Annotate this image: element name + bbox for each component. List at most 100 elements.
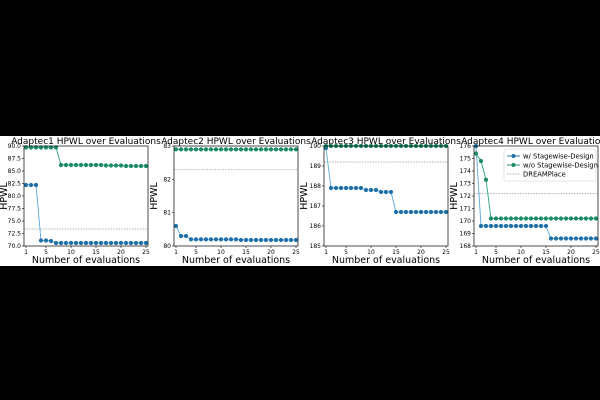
y-tick-label: 82	[163, 176, 171, 183]
x-axis-label: Number of evaluations	[182, 255, 290, 266]
x-tick-label: 25	[142, 249, 150, 256]
data-point-with	[248, 237, 254, 243]
x-tick-label: 10	[367, 249, 375, 256]
data-point-without	[193, 147, 199, 152]
data-point-with	[398, 209, 404, 215]
data-point-without	[533, 216, 539, 221]
data-point-without	[508, 216, 514, 221]
data-point-without	[473, 151, 479, 156]
data-point-with	[433, 209, 439, 215]
data-point-with	[53, 240, 59, 246]
data-point-without	[273, 147, 279, 152]
data-point-without	[83, 162, 89, 168]
data-point-with	[178, 233, 184, 239]
y-tick-label: 82.5	[8, 181, 22, 188]
x-tick-label: 25	[292, 249, 300, 256]
data-point-with	[568, 236, 574, 241]
data-point-with	[58, 240, 64, 246]
legend-marker-without	[511, 163, 516, 167]
data-point-with	[353, 185, 359, 191]
x-tick-label: 1	[174, 249, 178, 256]
y-tick-label: 168	[460, 243, 472, 250]
x-tick-label: 20	[117, 249, 125, 256]
data-point-without	[488, 216, 494, 221]
data-point-without	[28, 145, 34, 150]
data-point-with	[423, 209, 429, 215]
data-point-without	[233, 147, 239, 152]
data-point-without	[528, 216, 534, 221]
data-point-without	[293, 147, 299, 152]
data-point-without	[38, 145, 44, 150]
x-tick-label: 25	[442, 249, 450, 256]
data-point-without	[218, 147, 224, 152]
data-point-without	[203, 147, 209, 152]
y-tick-label: 185	[310, 243, 322, 250]
data-point-with	[228, 237, 234, 242]
data-point-with	[333, 185, 339, 191]
data-point-with	[128, 240, 134, 246]
data-point-with	[348, 185, 354, 191]
data-point-without	[578, 216, 584, 221]
data-point-with	[358, 185, 364, 191]
data-point-without	[133, 163, 139, 169]
data-point-with	[138, 240, 144, 246]
data-point-with	[93, 240, 99, 246]
chart-title: Adaptec1 HPWL over Evaluations	[11, 137, 161, 147]
y-tick-label: 172	[460, 193, 472, 200]
data-point-with	[43, 238, 49, 243]
data-point-without	[288, 147, 294, 152]
data-point-with	[478, 223, 484, 229]
data-point-with	[48, 238, 54, 244]
data-point-without	[543, 216, 549, 221]
series-line-with	[325, 147, 446, 213]
data-point-without	[63, 162, 69, 168]
data-point-without	[68, 162, 74, 168]
data-point-with	[418, 209, 424, 215]
data-point-with	[378, 189, 384, 195]
data-point-with	[263, 237, 269, 243]
data-point-without	[513, 216, 519, 221]
x-tick-label: 10	[517, 249, 525, 256]
data-point-with	[78, 240, 84, 246]
data-point-with	[118, 240, 124, 246]
y-tick-label: 188	[310, 183, 322, 190]
data-point-with	[553, 236, 559, 241]
data-point-with	[203, 237, 209, 242]
data-point-without	[108, 163, 114, 168]
data-point-without	[268, 147, 274, 152]
data-point-without	[23, 145, 29, 150]
data-point-with	[338, 185, 344, 191]
data-point-with	[243, 237, 249, 243]
legend-label-without: w/o Stagewise-Design	[523, 161, 598, 169]
data-point-with	[273, 237, 279, 243]
data-point-without	[553, 216, 559, 221]
data-point-without	[478, 158, 484, 164]
data-point-with	[548, 236, 554, 241]
data-point-with	[503, 223, 509, 229]
data-point-without	[113, 163, 119, 168]
chart-title: Adaptec3 HPWL over Evaluations	[311, 137, 461, 147]
data-point-with	[328, 185, 334, 191]
y-tick-label: 72.5	[8, 231, 22, 238]
data-point-with	[213, 237, 219, 242]
chart-title: Adaptec4 HPWL over Evaluations	[461, 137, 600, 147]
data-point-without	[213, 147, 219, 152]
y-tick-label: 190	[310, 143, 322, 150]
data-point-with	[593, 236, 599, 241]
y-axis-label: HPWL	[449, 182, 460, 210]
data-point-without	[48, 145, 54, 150]
x-tick-label: 15	[542, 249, 550, 256]
chart-title: Adaptec2 HPWL over Evaluations	[161, 137, 311, 147]
data-point-with	[483, 223, 489, 229]
y-axis-label: HPWL	[0, 182, 10, 210]
data-point-without	[588, 216, 594, 221]
data-point-with	[288, 237, 294, 243]
series-line-with	[26, 184, 146, 244]
axes-frame	[323, 145, 449, 247]
x-axis-label: Number of evaluations	[32, 255, 140, 266]
y-tick-label: 169	[460, 231, 472, 238]
data-point-with	[538, 223, 544, 229]
data-point-with	[383, 189, 389, 195]
data-point-with	[498, 223, 504, 229]
legend-box	[503, 148, 597, 182]
